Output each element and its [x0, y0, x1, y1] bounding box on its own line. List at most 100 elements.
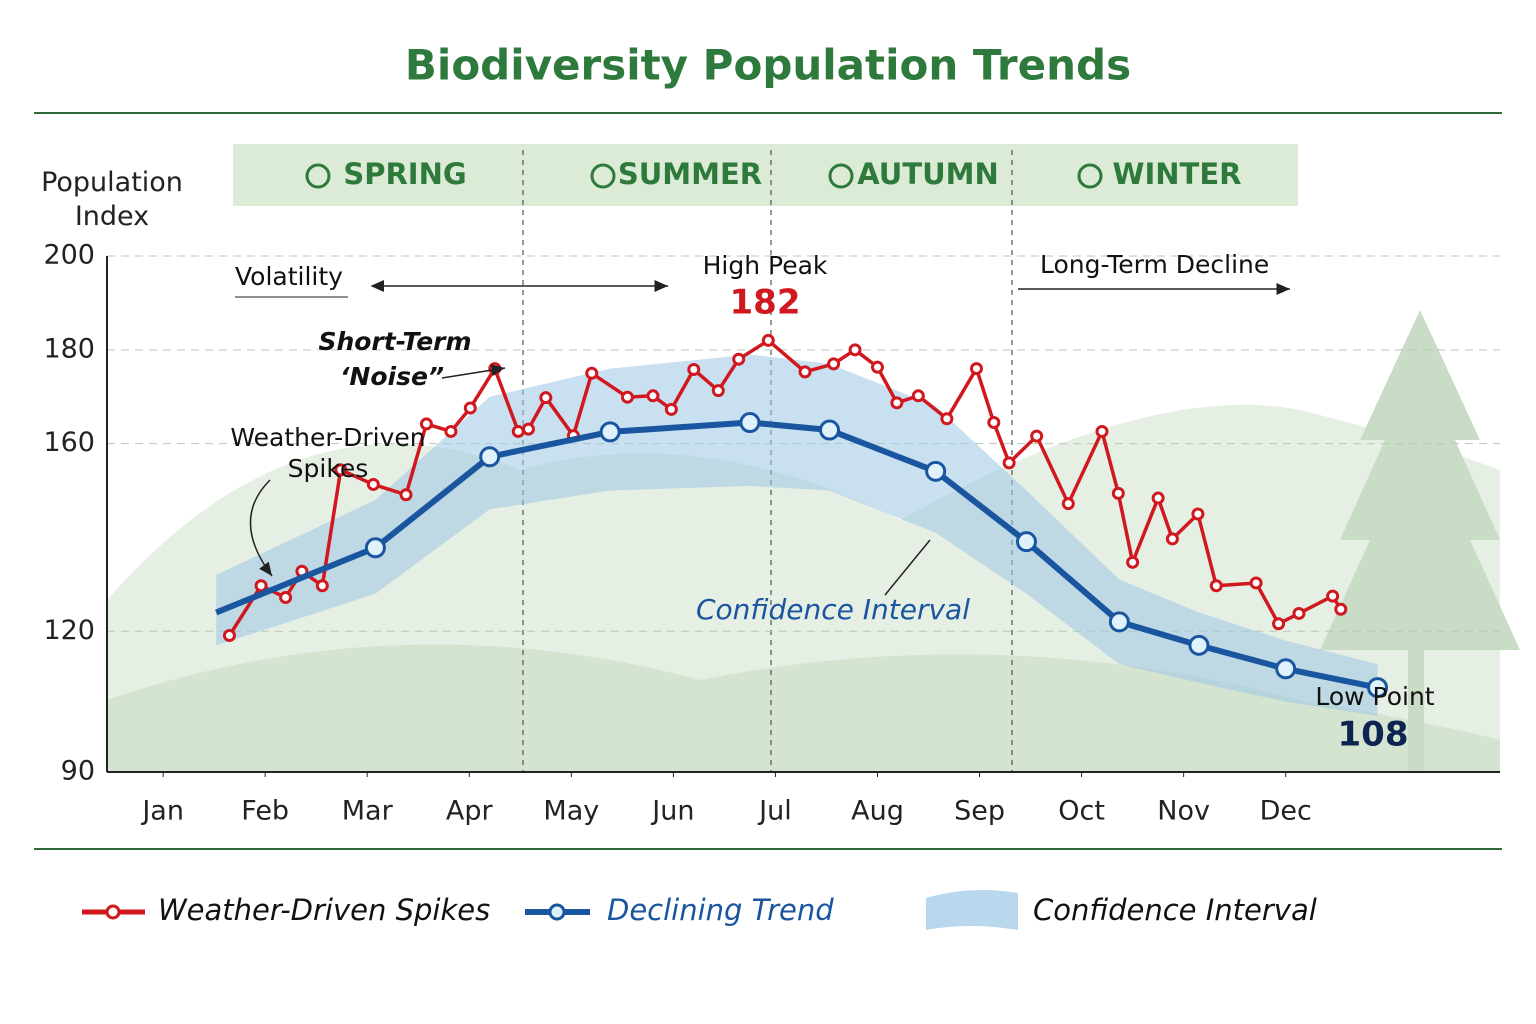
- season-icon: [828, 163, 854, 189]
- y-tick-label: 200: [43, 240, 95, 271]
- season-label: SUMMER: [618, 157, 762, 191]
- data-point: [687, 363, 701, 377]
- legend-swatch: [548, 903, 566, 921]
- y-tick-label: 180: [43, 333, 95, 364]
- y-tick-label: 90: [61, 756, 95, 787]
- data-point: [419, 417, 433, 431]
- data-point: [1188, 634, 1210, 656]
- data-point: [819, 419, 841, 441]
- data-point: [761, 333, 775, 347]
- data-point: [1272, 617, 1286, 631]
- annotation-leader: [884, 539, 931, 596]
- data-point: [1111, 486, 1125, 500]
- season-label: SPRING: [343, 157, 466, 191]
- data-point: [1165, 532, 1179, 546]
- x-tick-label: Jun: [650, 796, 694, 827]
- data-point: [1095, 424, 1109, 438]
- y-axis-label: Population Index: [41, 167, 183, 232]
- x-tick-label: Aug: [851, 796, 904, 827]
- season-icon: [1077, 163, 1103, 189]
- data-point: [599, 421, 621, 443]
- data-point: [890, 396, 904, 410]
- tree-trunk: [1408, 640, 1424, 772]
- data-point: [620, 390, 634, 404]
- season-label: WINTER: [1113, 157, 1242, 191]
- data-point: [1015, 531, 1037, 553]
- x-tick-label: Apr: [446, 796, 494, 827]
- data-point: [334, 463, 348, 477]
- series-line: [215, 419, 1379, 691]
- data-point: [1367, 677, 1389, 699]
- annotation-arrow: [441, 364, 506, 379]
- legend-label: Confidence Interval: [1033, 893, 1317, 927]
- data-point: [1334, 602, 1348, 616]
- data-point: [870, 360, 884, 374]
- tree: [1320, 310, 1520, 650]
- x-tick-label: Mar: [342, 796, 394, 827]
- data-point: [987, 416, 1001, 430]
- annotation-arrow: [249, 479, 273, 577]
- data-point: [511, 424, 525, 438]
- season-icon: [590, 163, 616, 189]
- season-icon: [305, 163, 331, 189]
- data-point: [279, 590, 293, 604]
- data-point: [315, 579, 329, 593]
- chart-title: Biodiversity Population Trends: [405, 41, 1131, 90]
- data-point: [1151, 491, 1165, 505]
- series-line: [227, 338, 1343, 637]
- x-tick-label: Nov: [1157, 796, 1210, 827]
- data-point: [1326, 589, 1340, 603]
- x-tick-label: Jan: [140, 796, 184, 827]
- data-point: [463, 401, 477, 415]
- data-point: [711, 384, 725, 398]
- peak-value: 182: [730, 283, 801, 323]
- data-point: [1191, 507, 1205, 521]
- data-point: [521, 422, 535, 436]
- legend-swatch: [105, 904, 121, 920]
- data-point: [1108, 611, 1130, 633]
- data-point: [1249, 576, 1263, 590]
- season-label: AUTUMN: [857, 157, 999, 191]
- annotation: High Peak: [703, 251, 828, 280]
- data-point: [1126, 555, 1140, 569]
- low-value: 108: [1338, 715, 1409, 755]
- confidence-band: [216, 354, 1378, 716]
- annotation: Low Point: [1315, 682, 1434, 711]
- meadow: [107, 644, 1500, 772]
- data-point: [222, 628, 236, 642]
- data-point: [798, 365, 812, 379]
- data-point: [925, 460, 947, 482]
- data-point: [732, 352, 746, 366]
- annotation: Weather-Driven: [230, 423, 425, 452]
- y-tick-label: 160: [43, 427, 95, 458]
- data-point: [1061, 497, 1075, 511]
- data-point: [539, 391, 553, 405]
- data-point: [1209, 579, 1223, 593]
- x-tick-label: Sep: [954, 796, 1005, 827]
- annotation: Spikes: [288, 454, 369, 483]
- data-point: [827, 357, 841, 371]
- data-point: [1292, 606, 1306, 620]
- data-point: [1275, 658, 1297, 680]
- x-tick-label: May: [543, 796, 599, 827]
- season-band: [233, 144, 1298, 206]
- data-point: [585, 366, 599, 380]
- legend-label: Weather-Driven Spikes: [158, 893, 490, 927]
- legend-label: Declining Trend: [607, 893, 834, 927]
- data-point: [364, 537, 386, 559]
- annotation: Long-Term Decline: [1040, 250, 1269, 279]
- data-point: [1030, 429, 1044, 443]
- data-point: [366, 477, 380, 491]
- data-point: [1002, 456, 1016, 470]
- y-tick-label: 120: [43, 615, 95, 646]
- data-point: [399, 488, 413, 502]
- x-tick-label: Jul: [757, 796, 792, 827]
- annotation: Short-Term: [318, 327, 471, 356]
- data-point: [739, 412, 761, 434]
- legend-swatch: [926, 889, 1018, 930]
- data-point: [848, 343, 862, 357]
- data-point: [911, 389, 925, 403]
- annotation: Volatility: [235, 262, 343, 291]
- data-point: [664, 402, 678, 416]
